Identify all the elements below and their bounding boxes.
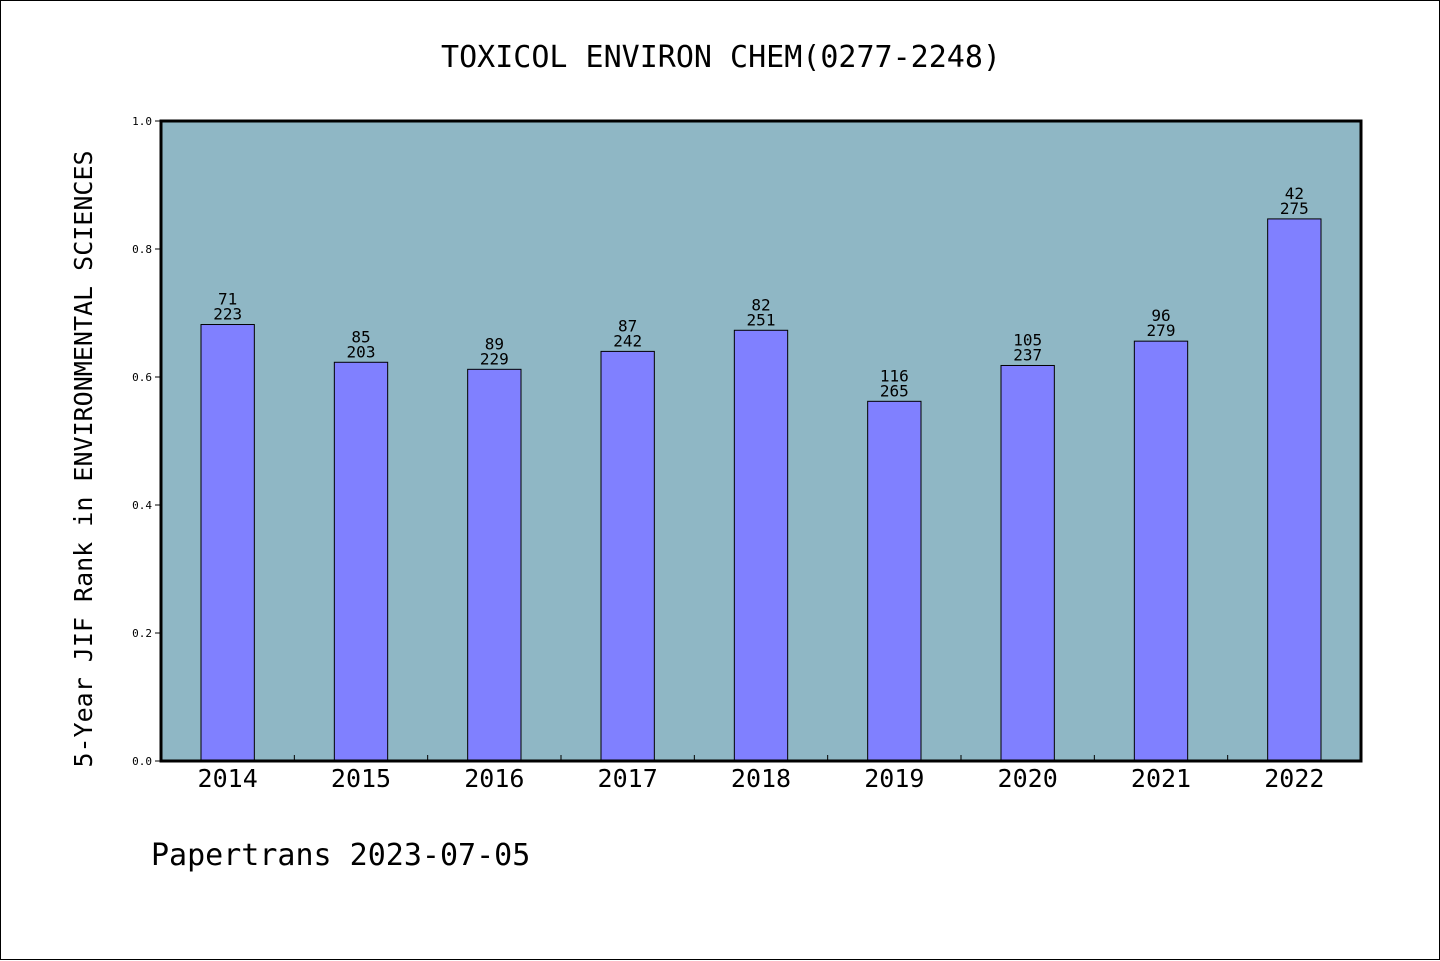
x-tick-label: 2019 [864, 764, 924, 793]
bar-2019 [867, 400, 922, 762]
bar-rank-label: 71 [218, 290, 237, 309]
bar-2015 [333, 361, 389, 762]
bar-2014 [200, 324, 255, 762]
bar-total-label: 251 [747, 310, 776, 329]
bar-2021 [1133, 340, 1189, 762]
y-axis: 0.0 0.2 0.4 0.6 0.8 1.0 [132, 115, 161, 768]
bar-total-label: 242 [613, 331, 642, 350]
bar-rank-label: 105 [1013, 330, 1042, 349]
y-tick-label: 0.6 [132, 371, 152, 384]
bar-total-label: 275 [1280, 199, 1309, 218]
bar-total-label: 265 [880, 381, 909, 400]
bar-2022 [1267, 218, 1322, 762]
bar-2017 [600, 350, 655, 762]
x-tick-label: 2021 [1131, 764, 1191, 793]
bar-2016 [467, 368, 522, 762]
footer-watermark: Papertrans 2023-07-05 [151, 838, 530, 873]
bar-total-label: 223 [213, 305, 242, 324]
x-tick-label: 2022 [1264, 764, 1324, 793]
bar-rank-label: 85 [351, 327, 370, 346]
plot-border [159, 119, 1363, 763]
bar-total-label: 279 [1147, 321, 1176, 340]
bar-rank-label: 89 [485, 334, 504, 353]
x-tick-label: 2020 [998, 764, 1058, 793]
x-tick-label: 2017 [598, 764, 658, 793]
x-tick-label: 2014 [198, 764, 258, 793]
bar-rank-label: 42 [1285, 184, 1304, 203]
bar-rank-label: 87 [618, 316, 637, 335]
y-tick-label: 0.8 [132, 243, 152, 256]
y-axis-label: 5-Year JIF Rank in ENVIRONMENTAL SCIENCE… [69, 150, 98, 767]
bars-layer [200, 218, 1322, 762]
bar-2020 [1000, 364, 1055, 762]
x-tick-label: 2016 [464, 764, 524, 793]
x-tick-label: 2018 [731, 764, 791, 793]
y-tick-label: 0.4 [132, 499, 152, 512]
y-tick-label: 0.2 [132, 627, 152, 640]
x-axis: 2014 2015 2016 2017 2018 2019 2020 2021 2022 [198, 755, 1324, 793]
x-tick-label: 2015 [331, 764, 391, 793]
bar-rank-label: 116 [880, 366, 909, 385]
chart-title: TOXICOL ENVIRON CHEM(0277-2248) [441, 40, 1001, 75]
bar-2018 [733, 329, 789, 762]
bar-total-label: 203 [347, 342, 376, 361]
bar-rank-label: 96 [1151, 306, 1170, 325]
y-tick-label: 0.0 [132, 755, 152, 768]
y-tick-label: 1.0 [132, 115, 152, 128]
bar-total-label: 237 [1013, 345, 1042, 364]
bar-total-label: 229 [480, 349, 509, 368]
bar-rank-label: 82 [751, 295, 770, 314]
